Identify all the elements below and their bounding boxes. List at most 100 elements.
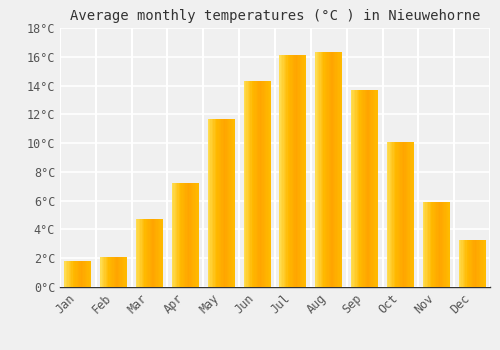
Bar xyxy=(152,219,154,287)
Bar xyxy=(332,52,333,287)
Bar xyxy=(412,142,414,287)
Bar xyxy=(172,183,174,287)
Bar xyxy=(446,202,447,287)
Bar xyxy=(293,55,294,287)
Bar xyxy=(440,202,442,287)
Bar xyxy=(136,219,138,287)
Bar xyxy=(447,202,448,287)
Bar xyxy=(253,81,254,287)
Bar xyxy=(226,119,228,287)
Bar xyxy=(250,81,252,287)
Title: Average monthly temperatures (°C ) in Nieuwehorne: Average monthly temperatures (°C ) in Ni… xyxy=(70,9,480,23)
Bar xyxy=(407,142,408,287)
Bar xyxy=(191,183,192,287)
Bar xyxy=(210,119,212,287)
Bar xyxy=(400,142,402,287)
Bar xyxy=(75,261,76,287)
Bar xyxy=(72,261,74,287)
Bar xyxy=(244,81,245,287)
Bar xyxy=(368,90,370,287)
Bar xyxy=(356,90,358,287)
Bar xyxy=(143,219,144,287)
Bar xyxy=(298,55,300,287)
Bar xyxy=(297,55,298,287)
Bar xyxy=(434,202,435,287)
Bar xyxy=(122,257,123,287)
Bar xyxy=(285,55,286,287)
Bar xyxy=(232,119,234,287)
Bar xyxy=(318,52,320,287)
Bar xyxy=(470,239,472,287)
Bar xyxy=(336,52,337,287)
Bar xyxy=(90,261,92,287)
Bar xyxy=(296,55,297,287)
Bar xyxy=(245,81,246,287)
Bar xyxy=(80,261,82,287)
Bar xyxy=(261,81,262,287)
Bar xyxy=(268,81,269,287)
Bar xyxy=(102,257,103,287)
Bar xyxy=(468,239,469,287)
Bar xyxy=(159,219,160,287)
Bar xyxy=(180,183,182,287)
Bar xyxy=(398,142,399,287)
Bar xyxy=(410,142,411,287)
Bar xyxy=(118,257,119,287)
Bar xyxy=(71,261,72,287)
Bar xyxy=(138,219,139,287)
Bar xyxy=(364,90,366,287)
Bar xyxy=(304,55,305,287)
Bar xyxy=(340,52,341,287)
Bar xyxy=(354,90,355,287)
Bar xyxy=(301,55,302,287)
Bar xyxy=(324,52,326,287)
Bar xyxy=(351,90,352,287)
Bar xyxy=(269,81,270,287)
Bar xyxy=(475,239,476,287)
Bar xyxy=(408,142,410,287)
Bar xyxy=(387,142,388,287)
Bar xyxy=(100,257,102,287)
Bar xyxy=(374,90,376,287)
Bar xyxy=(424,202,426,287)
Bar xyxy=(355,90,356,287)
Bar xyxy=(114,257,115,287)
Bar xyxy=(214,119,216,287)
Bar xyxy=(142,219,143,287)
Bar xyxy=(68,261,70,287)
Bar xyxy=(222,119,224,287)
Bar xyxy=(359,90,360,287)
Bar xyxy=(480,239,482,287)
Bar xyxy=(322,52,324,287)
Bar xyxy=(187,183,188,287)
Bar xyxy=(372,90,374,287)
Bar xyxy=(154,219,155,287)
Bar xyxy=(162,219,163,287)
Bar xyxy=(88,261,90,287)
Bar xyxy=(258,81,260,287)
Bar xyxy=(216,119,217,287)
Bar xyxy=(103,257,104,287)
Bar xyxy=(302,55,304,287)
Bar xyxy=(290,55,292,287)
Bar xyxy=(194,183,195,287)
Bar xyxy=(160,219,162,287)
Bar xyxy=(358,90,359,287)
Bar xyxy=(305,55,306,287)
Bar xyxy=(140,219,141,287)
Bar xyxy=(64,261,66,287)
Bar xyxy=(126,257,127,287)
Bar xyxy=(334,52,336,287)
Bar xyxy=(146,219,147,287)
Bar xyxy=(442,202,443,287)
Bar xyxy=(484,239,486,287)
Bar xyxy=(320,52,322,287)
Bar xyxy=(281,55,282,287)
Bar xyxy=(212,119,213,287)
Bar xyxy=(120,257,122,287)
Bar xyxy=(209,119,210,287)
Bar xyxy=(217,119,218,287)
Bar xyxy=(362,90,363,287)
Bar xyxy=(396,142,398,287)
Bar xyxy=(108,257,110,287)
